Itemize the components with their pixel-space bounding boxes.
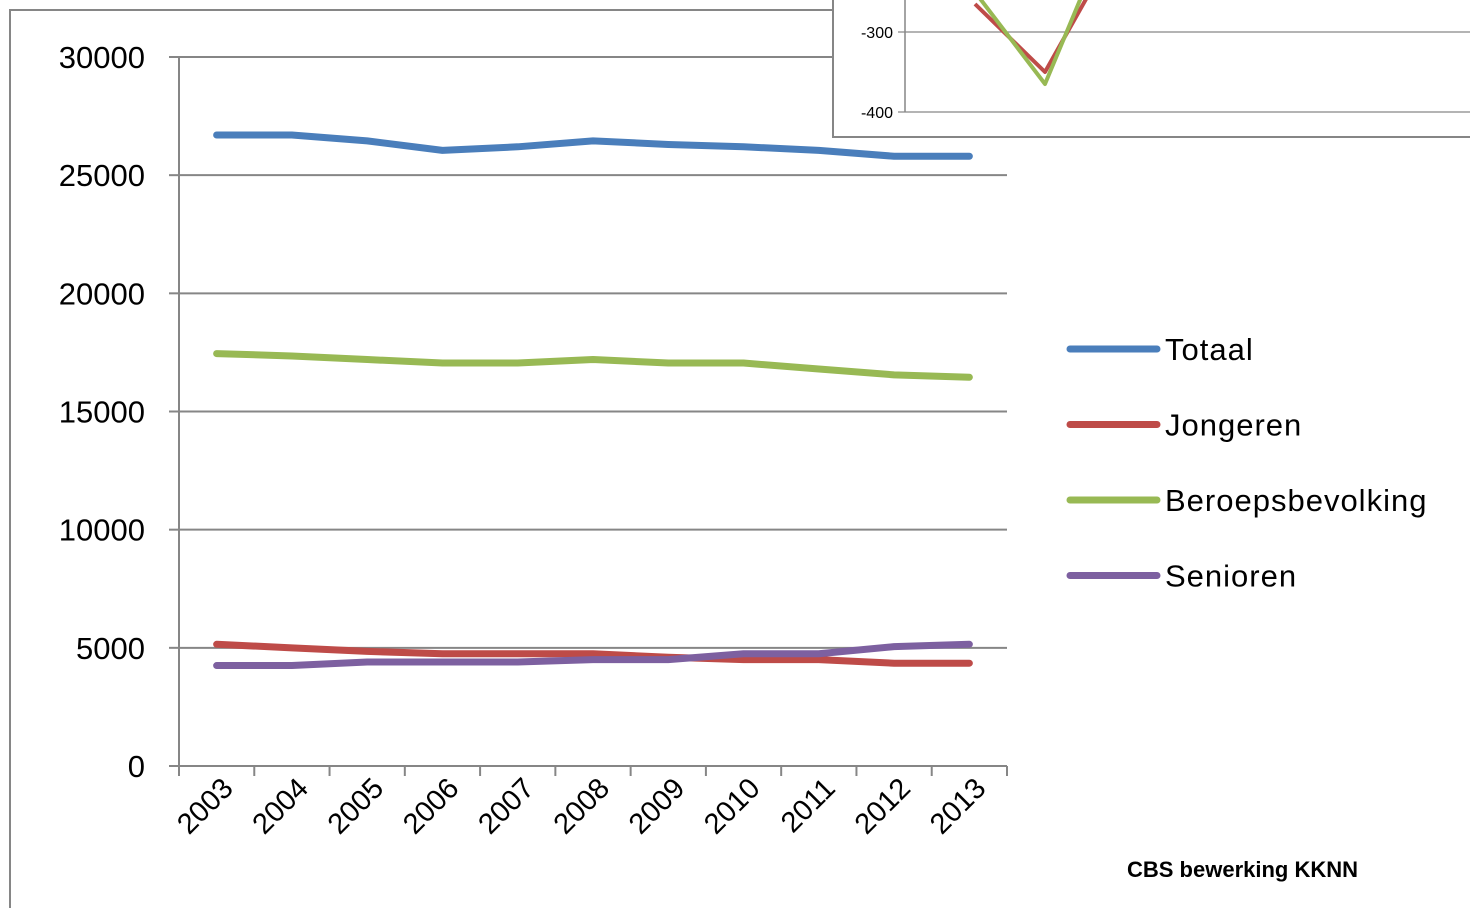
y-tick-label-20000: 20000 <box>59 276 145 311</box>
legend-label-beroepsbevolking: Beroepsbevolking <box>1165 483 1427 518</box>
legend-label-senioren: Senioren <box>1165 559 1297 594</box>
inset-series-line-0 <box>973 0 1088 74</box>
series-line-senioren <box>213 640 973 670</box>
x-tick-label-2012: 2012 <box>849 772 917 840</box>
y-tick-label-10000: 10000 <box>59 513 145 548</box>
x-tick-label-2004: 2004 <box>247 772 315 840</box>
legend-label-totaal: Totaal <box>1165 332 1254 367</box>
x-tick-label-2013: 2013 <box>924 772 992 840</box>
y-tick-label-15000: 15000 <box>59 395 145 430</box>
legend-label-jongeren: Jongeren <box>1165 408 1302 443</box>
y-tick-label-0: 0 <box>128 749 145 784</box>
inset-y-tick-label--400: -400 <box>861 105 893 122</box>
x-tick-label-2011: 2011 <box>775 772 842 839</box>
x-tick-label-2003: 2003 <box>171 772 239 840</box>
y-tick-label-30000: 30000 <box>59 40 145 75</box>
x-tick-label-2007: 2007 <box>472 772 540 840</box>
series-line-beroepsbevolking <box>213 350 973 381</box>
x-tick-label-2006: 2006 <box>397 772 465 840</box>
series-line-jongeren <box>213 640 973 667</box>
x-tick-label-2005: 2005 <box>322 772 390 840</box>
inset-line-chart: -300 -400 <box>832 0 1470 138</box>
series-line-totaal <box>213 131 973 160</box>
inset-y-tick-label--300: -300 <box>861 25 893 42</box>
inset-panel <box>832 0 1470 138</box>
source-credit: CBS bewerking KKNN <box>1127 857 1359 882</box>
x-tick-label-2008: 2008 <box>548 772 616 840</box>
chart-border <box>9 9 1470 908</box>
x-tick-label-2010: 2010 <box>698 772 766 840</box>
y-tick-label-25000: 25000 <box>59 158 145 193</box>
y-tick-label-5000: 5000 <box>76 631 145 666</box>
inset-series-line-1 <box>978 0 1083 86</box>
x-tick-label-2009: 2009 <box>623 772 691 840</box>
